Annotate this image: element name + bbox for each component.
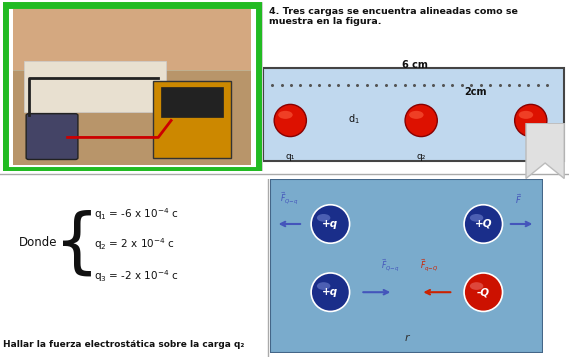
Polygon shape [526,123,564,178]
Text: +q: +q [322,219,339,229]
Text: q₁: q₁ [286,152,295,161]
FancyBboxPatch shape [13,9,251,70]
Text: r: r [405,333,409,343]
Text: d$_1$: d$_1$ [348,112,360,126]
Text: q$_2$ = 2 x 10$^{-4}$ c: q$_2$ = 2 x 10$^{-4}$ c [93,236,175,252]
Ellipse shape [405,104,438,137]
Text: $\vec{F}_{q\mathregular{-}Q}$: $\vec{F}_{q\mathregular{-}Q}$ [419,257,438,273]
Text: -Q: -Q [477,287,490,297]
Text: q$_3$ = -2 x 10$^{-4}$ c: q$_3$ = -2 x 10$^{-4}$ c [93,268,178,284]
Text: $\vec{F}_{Q\mathregular{-}q}$: $\vec{F}_{Q\mathregular{-}q}$ [381,257,399,273]
FancyBboxPatch shape [270,178,543,353]
Ellipse shape [317,214,331,222]
Ellipse shape [514,104,547,137]
Ellipse shape [311,205,349,243]
FancyBboxPatch shape [153,81,230,158]
Text: +Q: +Q [475,219,492,229]
Ellipse shape [317,282,331,290]
Text: q₂: q₂ [417,152,426,161]
Text: 6 cm: 6 cm [402,60,428,70]
FancyBboxPatch shape [23,61,166,112]
Ellipse shape [519,111,533,119]
Ellipse shape [464,273,502,311]
FancyBboxPatch shape [161,86,223,117]
FancyBboxPatch shape [26,114,78,160]
FancyBboxPatch shape [13,71,251,165]
Text: $\{$: $\{$ [53,209,92,278]
Ellipse shape [311,273,349,311]
Text: $\vec{F}_{Q\mathregular{-}q}$: $\vec{F}_{Q\mathregular{-}q}$ [280,191,299,206]
Text: q$_1$ = -6 x 10$^{-4}$ c: q$_1$ = -6 x 10$^{-4}$ c [93,206,178,222]
Ellipse shape [464,205,502,243]
Ellipse shape [278,111,292,119]
Text: 4. Tres cargas se encuentra alineadas como se
muestra en la figura.: 4. Tres cargas se encuentra alineadas co… [269,7,518,26]
Text: +q: +q [322,287,339,297]
Text: Donde: Donde [19,236,57,249]
Ellipse shape [470,214,483,222]
Text: q₃: q₃ [526,152,535,161]
FancyBboxPatch shape [13,9,251,165]
FancyBboxPatch shape [263,68,564,161]
Ellipse shape [274,104,306,137]
Text: $\vec{F}$: $\vec{F}$ [516,193,522,206]
Text: Hallar la fuerza electrostática sobre la carga q₂: Hallar la fuerza electrostática sobre la… [3,340,244,349]
Text: 2cm: 2cm [465,87,487,97]
Ellipse shape [470,282,483,290]
Ellipse shape [409,111,423,119]
